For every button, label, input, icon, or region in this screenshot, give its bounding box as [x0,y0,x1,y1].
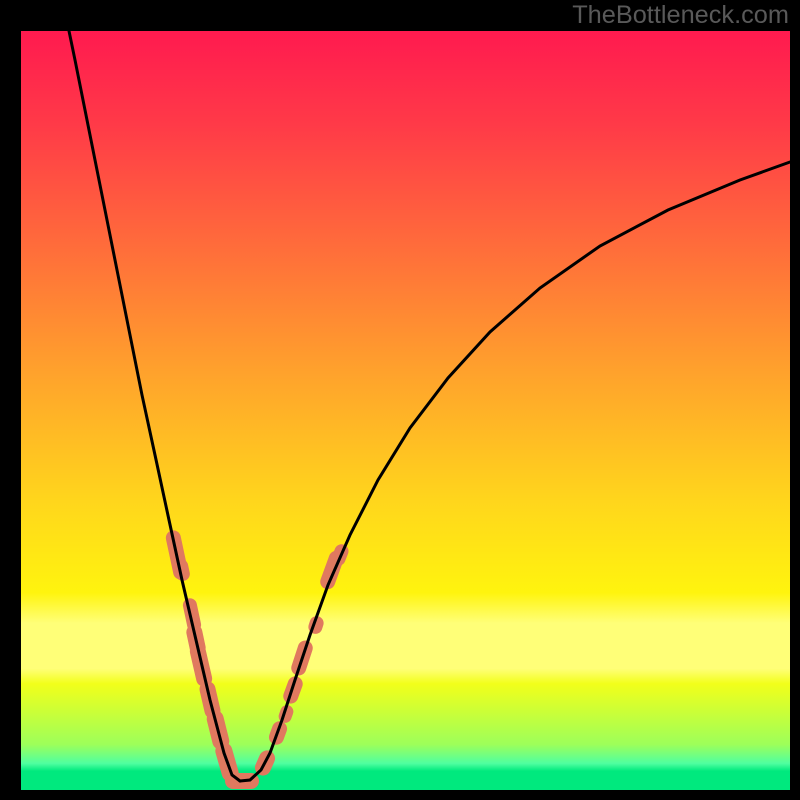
watermark-text: TheBottleneck.com [572,1,789,30]
chart-stage: TheBottleneck.com [0,0,800,800]
chart-background [0,0,800,800]
